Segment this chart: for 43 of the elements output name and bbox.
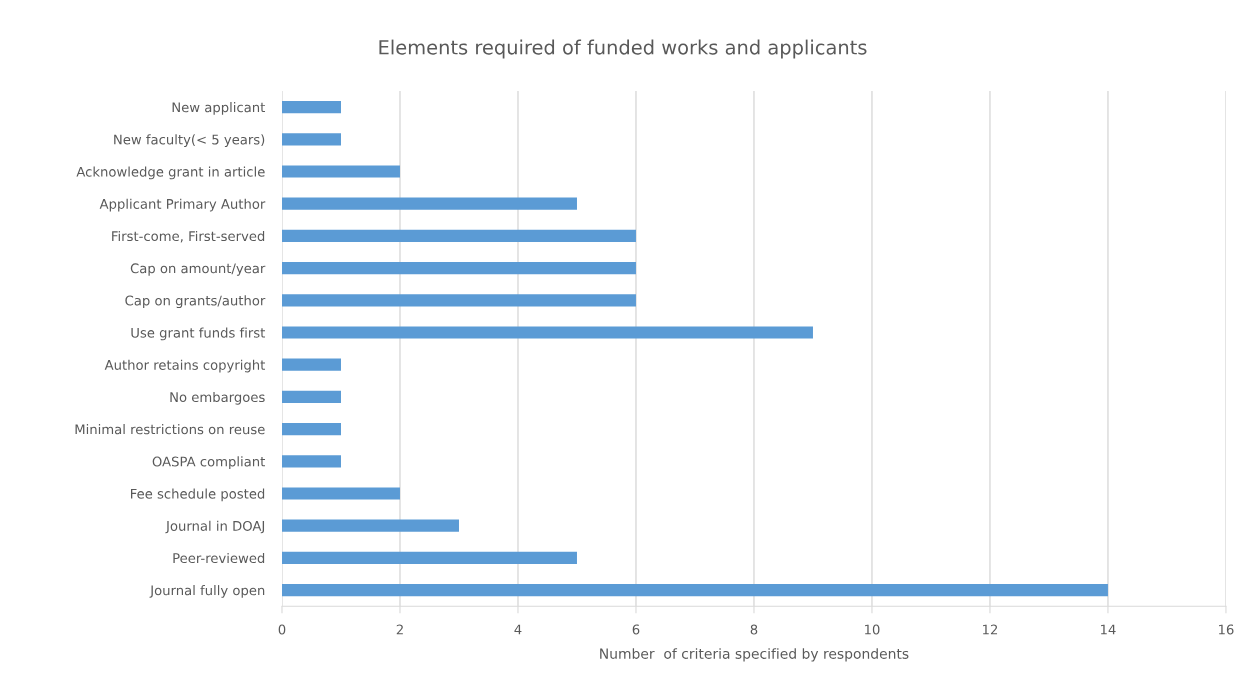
bar: [281, 326, 813, 339]
y-tick-label: Journal fully open: [149, 585, 265, 598]
y-tick-label: OASPA compliant: [152, 456, 266, 470]
y-tick-label: First-come, First-served: [112, 230, 265, 243]
y-tick-label: No embargoes: [170, 391, 265, 405]
x-tick-label: 6: [632, 624, 640, 635]
x-tick-label: 2: [396, 624, 403, 635]
bar: [281, 133, 341, 146]
y-tick-label: Cap on grants/author: [125, 295, 266, 309]
bar: [281, 519, 459, 532]
y-tick-label: Acknowledge grant in article: [76, 166, 265, 180]
bar: [281, 358, 341, 371]
x-tick-label: 8: [750, 624, 758, 635]
x-tick-label: 14: [1101, 624, 1116, 635]
y-tick-label: New faculty(< 5 years): [114, 134, 265, 148]
y-tick-label: Applicant Primary Author: [99, 198, 266, 212]
chart-title: Elements required of funded works and applicants: [379, 39, 867, 59]
x-tick-label: 0: [278, 624, 286, 635]
x-tick-label: 10: [865, 624, 880, 635]
y-tick-label: Fee schedule posted: [131, 488, 265, 502]
bar: [281, 197, 577, 210]
bar: [281, 294, 636, 307]
bar: [281, 261, 636, 275]
bar: [281, 229, 636, 243]
x-tick-label: 4: [514, 624, 522, 635]
x-axis-title: Number of criteria specified by respondents: [600, 648, 909, 662]
y-tick-label: New applicant: [172, 102, 266, 115]
bar: [281, 165, 400, 178]
bar: [281, 583, 1108, 597]
y-tick-label: Peer-reviewed: [173, 552, 265, 564]
bar: [281, 487, 400, 500]
bar: [281, 100, 341, 114]
bar: [281, 455, 341, 468]
y-tick-label: Use grant funds first: [131, 327, 266, 341]
bar: [281, 551, 577, 565]
y-tick-label: Minimal restrictions on reuse: [75, 424, 265, 435]
y-tick-label: Author retains copyright: [104, 359, 266, 373]
y-tick-label: Cap on amount/year: [130, 263, 266, 276]
bar: [281, 422, 341, 436]
y-tick-label: Journal in DOAJ: [165, 520, 265, 534]
x-tick-label: 12: [983, 624, 998, 635]
x-tick-label: 16: [1219, 624, 1234, 635]
bar: [281, 390, 341, 404]
